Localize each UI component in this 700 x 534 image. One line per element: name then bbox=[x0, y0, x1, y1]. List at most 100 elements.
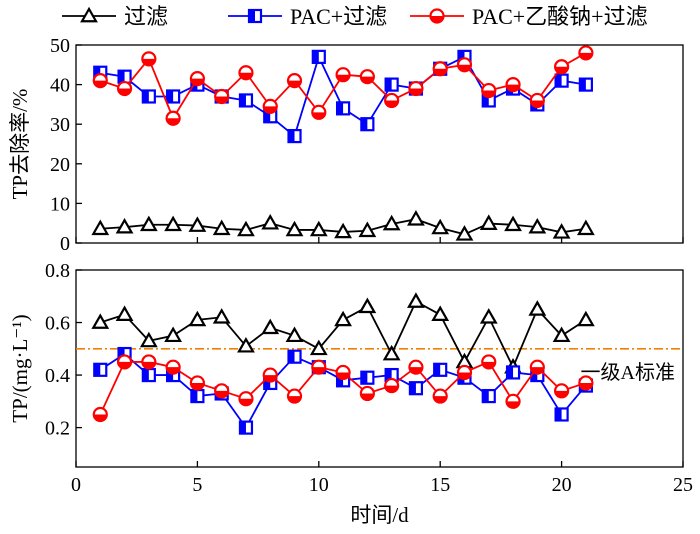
circle-marker-half-fill bbox=[409, 367, 423, 374]
data-point-triangle bbox=[382, 344, 401, 361]
circle-marker-half-fill bbox=[166, 367, 180, 374]
data-point-square bbox=[238, 420, 254, 435]
data-point-triangle bbox=[309, 220, 328, 237]
circle-marker-half-fill bbox=[93, 80, 107, 88]
x-tick-label: 25 bbox=[673, 474, 693, 496]
data-point-circle bbox=[262, 367, 278, 383]
square-marker-half-fill bbox=[482, 94, 489, 107]
data-point-triangle bbox=[261, 213, 280, 230]
circle-marker-half-fill bbox=[312, 367, 326, 374]
y-tick-label: 50 bbox=[50, 35, 70, 57]
y-tick-label: 30 bbox=[50, 114, 70, 136]
data-point-triangle bbox=[479, 308, 498, 324]
data-point-circle bbox=[92, 73, 108, 89]
circle-marker-half-fill bbox=[239, 72, 253, 80]
data-point-circle bbox=[335, 67, 351, 83]
square-marker-half-fill bbox=[337, 102, 344, 115]
data-point-square bbox=[238, 93, 254, 108]
square-marker-half-fill bbox=[288, 130, 295, 143]
x-tick-label: 10 bbox=[309, 474, 329, 496]
data-point-triangle bbox=[552, 223, 571, 239]
data-point-triangle bbox=[576, 219, 595, 236]
circle-marker-half-fill bbox=[142, 58, 156, 66]
circle-marker-half-fill bbox=[482, 361, 496, 369]
circle-marker-half-fill bbox=[385, 385, 399, 393]
data-point-triangle bbox=[212, 308, 231, 324]
square-marker-half-fill bbox=[312, 50, 319, 63]
circle-marker-half-fill bbox=[409, 88, 423, 96]
data-point-triangle bbox=[188, 310, 207, 327]
data-point-square bbox=[384, 77, 399, 92]
data-point-triangle bbox=[334, 310, 352, 327]
data-point-triangle bbox=[285, 326, 304, 343]
data-point-triangle bbox=[164, 326, 183, 343]
data-point-triangle bbox=[576, 310, 595, 327]
y-axis-title: TP/(mg·L⁻¹) bbox=[8, 314, 32, 422]
data-point-square bbox=[287, 349, 302, 364]
data-point-triangle bbox=[382, 214, 401, 231]
data-point-circle bbox=[432, 61, 448, 77]
data-point-triangle bbox=[309, 339, 328, 356]
data-point-circle bbox=[238, 391, 254, 407]
circle-marker-half-fill bbox=[385, 100, 399, 107]
data-point-circle bbox=[481, 82, 497, 99]
data-point-triangle bbox=[261, 318, 280, 335]
y-tick-label: 0.6 bbox=[45, 313, 70, 335]
legend-label: 过滤 bbox=[124, 4, 168, 29]
data-point-circle bbox=[141, 354, 157, 370]
data-point-square bbox=[360, 117, 375, 132]
data-point-triangle bbox=[431, 305, 450, 322]
square-marker-half-fill bbox=[385, 369, 392, 382]
square-marker-half-fill bbox=[142, 90, 149, 103]
square-marker-half-fill bbox=[434, 363, 441, 376]
data-point-circle bbox=[238, 65, 254, 81]
circle-marker-half-fill bbox=[263, 106, 277, 113]
top-panel-removal-rate: 0 10 20 30 40 50 TP去除率/% bbox=[8, 35, 684, 255]
square-marker-half-fill bbox=[142, 369, 149, 382]
data-point-triangle bbox=[431, 218, 450, 235]
circle-marker-half-fill bbox=[430, 16, 444, 23]
circle-marker-half-fill bbox=[360, 393, 374, 400]
circle-marker-half-fill bbox=[93, 414, 107, 421]
data-point-circle bbox=[505, 76, 521, 93]
circle-marker-half-fill bbox=[288, 396, 302, 403]
square-marker-half-fill bbox=[555, 74, 562, 87]
data-point-triangle bbox=[212, 219, 231, 236]
square-marker-half-fill bbox=[555, 408, 562, 421]
data-point-square bbox=[408, 381, 424, 396]
square-marker-half-fill bbox=[361, 118, 368, 131]
x-tick-label: 20 bbox=[552, 474, 572, 496]
circle-marker-half-fill bbox=[142, 361, 156, 369]
legend-label: PAC+乙酸钠+过滤 bbox=[472, 4, 648, 29]
square-marker-half-fill bbox=[531, 369, 538, 382]
circle-marker-half-fill bbox=[166, 118, 180, 125]
square-marker-half-fill bbox=[507, 366, 514, 379]
data-point-square bbox=[287, 128, 302, 144]
data-point-circle bbox=[335, 364, 351, 381]
data-point-triangle bbox=[479, 214, 498, 230]
data-point-circle bbox=[165, 359, 181, 375]
legend-label: PAC+过滤 bbox=[290, 4, 387, 29]
square-marker-half-fill bbox=[249, 10, 255, 22]
x-tick-label: 0 bbox=[71, 474, 81, 496]
circle-marker-half-fill bbox=[579, 382, 593, 390]
y-tick-label: 0.8 bbox=[45, 260, 70, 282]
data-point-square bbox=[93, 362, 108, 377]
data-point-square bbox=[505, 365, 521, 380]
circle-marker-half-fill bbox=[118, 88, 132, 96]
data-point-triangle bbox=[358, 221, 377, 238]
data-point-triangle bbox=[285, 220, 304, 237]
square-marker-half-fill bbox=[264, 110, 271, 123]
data-point-circle bbox=[262, 98, 278, 114]
data-point-circle bbox=[311, 359, 327, 375]
plot-frame bbox=[75, 44, 684, 244]
circle-marker-half-fill bbox=[190, 78, 204, 86]
square-marker-half-fill bbox=[118, 70, 125, 83]
data-point-square bbox=[481, 388, 496, 404]
data-point-square bbox=[141, 89, 156, 104]
data-point-circle bbox=[456, 364, 473, 381]
data-point-circle bbox=[384, 92, 400, 109]
legend-marker-square bbox=[247, 8, 263, 24]
data-point-triangle bbox=[552, 326, 571, 343]
legend: 过滤 PAC+过滤 PAC+乙酸钠+过滤 bbox=[62, 4, 648, 29]
